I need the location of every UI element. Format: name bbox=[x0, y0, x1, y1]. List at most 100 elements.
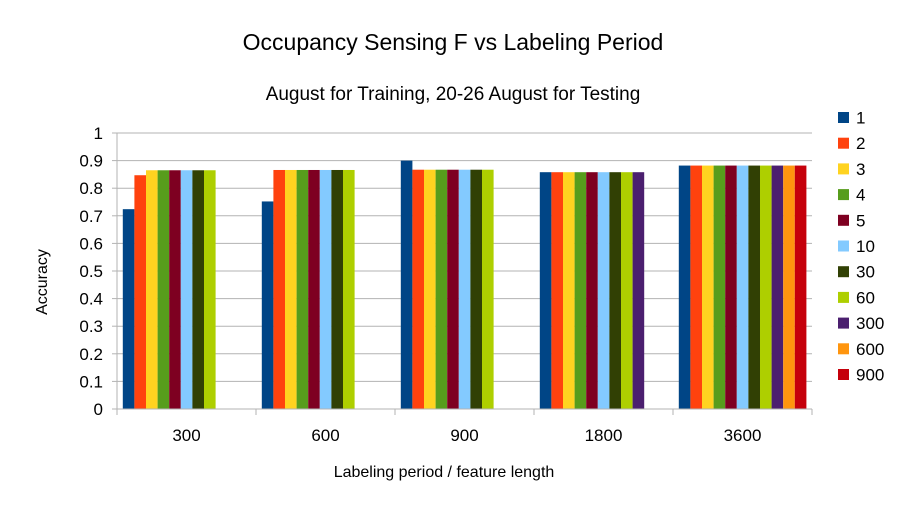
legend-label: 3 bbox=[856, 160, 865, 179]
legend-swatch bbox=[838, 137, 849, 149]
y-tick-label: 0.3 bbox=[79, 317, 103, 336]
bar-30-300 bbox=[192, 170, 204, 409]
legend-label: 30 bbox=[856, 263, 875, 282]
bar-900-3600 bbox=[794, 165, 807, 409]
chart-title: Occupancy Sensing F vs Labeling Period bbox=[243, 29, 664, 55]
x-axis-ticks: 300 600 900 1800 3600 bbox=[116, 409, 813, 445]
bar-300-1800 bbox=[632, 172, 645, 409]
legend-item-2: 2 bbox=[838, 134, 865, 153]
bar-10-1800 bbox=[597, 172, 610, 409]
bar-300-3600 bbox=[771, 165, 784, 409]
bar-3-600 bbox=[285, 169, 297, 409]
bar-3-3600 bbox=[702, 165, 714, 409]
bar-5-1800 bbox=[586, 172, 598, 409]
bar-2-900 bbox=[412, 169, 424, 409]
bar-2-300 bbox=[134, 175, 146, 409]
bar-1-1800 bbox=[539, 172, 552, 409]
legend-item-900: 900 bbox=[838, 366, 884, 385]
bar-30-3600 bbox=[748, 165, 760, 409]
legend-swatch bbox=[838, 343, 849, 355]
bar-60-600 bbox=[343, 169, 355, 409]
x-tick-label: 1800 bbox=[585, 426, 623, 445]
bar-60-3600 bbox=[760, 165, 772, 409]
legend-item-60: 60 bbox=[838, 288, 875, 307]
legend-label: 900 bbox=[856, 366, 884, 385]
bar-1-3600 bbox=[678, 165, 691, 409]
bar-30-1800 bbox=[609, 172, 621, 409]
bar-1-300 bbox=[122, 209, 135, 409]
bar-4-1800 bbox=[574, 172, 587, 409]
bar-600-3600 bbox=[783, 165, 795, 409]
legend-item-5: 5 bbox=[838, 211, 865, 230]
y-tick-label: 0.5 bbox=[79, 262, 103, 281]
legend-item-300: 300 bbox=[838, 314, 884, 333]
bar-5-300 bbox=[169, 170, 181, 409]
legend-swatch bbox=[838, 163, 849, 175]
legend-item-1: 1 bbox=[838, 109, 865, 128]
y-axis-title: Accuracy bbox=[34, 249, 51, 315]
bar-1-900 bbox=[400, 160, 413, 409]
bar-60-300 bbox=[204, 170, 216, 409]
y-tick-label: 0.4 bbox=[79, 290, 103, 309]
y-tick-label: 0.1 bbox=[79, 372, 103, 391]
bar-2-1800 bbox=[551, 172, 563, 409]
legend-item-4: 4 bbox=[838, 186, 865, 205]
x-tick-label: 300 bbox=[172, 426, 200, 445]
bar-10-300 bbox=[180, 170, 193, 409]
bar-3-300 bbox=[146, 170, 158, 409]
bar-4-300 bbox=[157, 170, 170, 409]
y-tick-label: 0.8 bbox=[79, 179, 103, 198]
x-axis-title: Labeling period / feature length bbox=[334, 464, 555, 481]
legend-label: 2 bbox=[856, 134, 865, 153]
bar-2-3600 bbox=[690, 165, 702, 409]
bars bbox=[122, 160, 807, 409]
y-tick-label: 0.2 bbox=[79, 345, 103, 364]
bar-60-900 bbox=[482, 169, 494, 409]
legend-label: 600 bbox=[856, 340, 884, 359]
bar-5-3600 bbox=[725, 165, 737, 409]
y-tick-label: 0.7 bbox=[79, 207, 103, 226]
bar-2-600 bbox=[273, 169, 285, 409]
bar-30-900 bbox=[470, 169, 482, 409]
legend-item-3: 3 bbox=[838, 160, 865, 179]
legend-swatch bbox=[838, 369, 849, 380]
bar-1-600 bbox=[261, 201, 274, 409]
legend-item-10: 10 bbox=[838, 237, 875, 256]
legend-label: 10 bbox=[856, 237, 875, 256]
legend-swatch bbox=[838, 112, 849, 123]
bar-4-900 bbox=[435, 169, 448, 409]
y-axis-ticks: 0 0.1 0.2 0.3 0.4 0.5 0.6 0.7 0.8 0.9 1 bbox=[79, 124, 117, 419]
bar-5-900 bbox=[447, 169, 459, 409]
legend-swatch bbox=[838, 291, 849, 303]
legend-swatch bbox=[838, 317, 849, 329]
y-tick-label: 0.6 bbox=[79, 234, 103, 253]
y-tick-label: 0.9 bbox=[79, 152, 103, 171]
bar-3-900 bbox=[424, 169, 436, 409]
legend-label: 60 bbox=[856, 288, 875, 307]
bar-10-900 bbox=[458, 169, 471, 409]
legend: 1 2 3 4 5 10 30 60 300 600 900 bbox=[838, 109, 884, 385]
legend-label: 1 bbox=[856, 109, 865, 128]
bar-4-600 bbox=[296, 169, 309, 409]
x-tick-label: 600 bbox=[311, 426, 339, 445]
bar-10-3600 bbox=[736, 165, 749, 409]
y-tick-label: 1 bbox=[94, 124, 103, 143]
legend-swatch bbox=[838, 189, 849, 201]
legend-label: 300 bbox=[856, 314, 884, 333]
bar-10-600 bbox=[319, 169, 332, 409]
legend-item-30: 30 bbox=[838, 263, 875, 282]
legend-label: 5 bbox=[856, 211, 865, 230]
bar-5-600 bbox=[308, 169, 320, 409]
bar-60-1800 bbox=[621, 172, 633, 409]
bar-4-3600 bbox=[713, 165, 726, 409]
bar-3-1800 bbox=[563, 172, 575, 409]
legend-swatch bbox=[838, 240, 849, 252]
chart-subtitle: August for Training, 20-26 August for Te… bbox=[266, 84, 641, 105]
x-tick-label: 3600 bbox=[724, 426, 762, 445]
bar-30-600 bbox=[331, 169, 343, 409]
legend-swatch bbox=[838, 214, 849, 226]
x-tick-label: 900 bbox=[450, 426, 478, 445]
legend-label: 4 bbox=[856, 186, 865, 205]
